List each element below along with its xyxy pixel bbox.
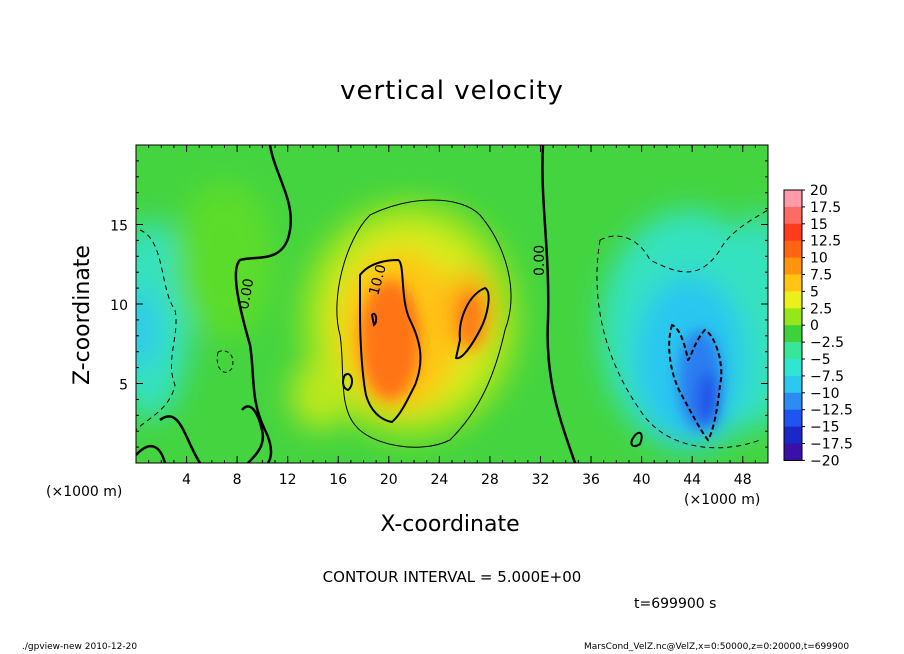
x-axis-label: X-coordinate xyxy=(380,512,520,537)
y-tick-label-5: 5 xyxy=(119,378,128,394)
colorbar-label-8: 0 xyxy=(810,318,819,334)
x-tick-label-40: 40 xyxy=(633,472,651,488)
colorbar-segment-12 xyxy=(784,392,802,411)
x-tick-label-32: 32 xyxy=(532,472,550,488)
x-units-left: (×1000 m) xyxy=(46,484,123,500)
x-tick-label-48: 48 xyxy=(734,472,752,488)
colorbar: 2017.51512.5107.552.50−2.5−5−7.5−10−12.5… xyxy=(783,183,853,469)
colorbar-label-16: −20 xyxy=(810,453,840,469)
x-tick-label-20: 20 xyxy=(380,472,398,488)
colorbar-label-11: −7.5 xyxy=(810,369,844,385)
colorbar-segment-9 xyxy=(784,342,802,360)
colorbar-label-14: −15 xyxy=(810,420,840,436)
y-tick-label-10: 10 xyxy=(110,298,128,314)
colorbar-label-12: −10 xyxy=(810,386,840,402)
colorbar-label-1: 17.5 xyxy=(810,200,841,216)
y-tick-label-15: 15 xyxy=(110,219,128,235)
colorbar-segment-3 xyxy=(784,240,802,259)
colorbar-label-0: 20 xyxy=(810,183,828,199)
x-tick-label-4: 4 xyxy=(182,472,191,488)
colorbar-segment-0 xyxy=(784,190,802,208)
colorbar-segment-11 xyxy=(784,375,802,394)
colorbar-segment-13 xyxy=(784,409,802,428)
colorbar-label-9: −2.5 xyxy=(810,335,844,351)
x-tick-label-44: 44 xyxy=(683,472,701,488)
colorbar-segment-8 xyxy=(784,325,802,343)
contour-label-center: 10.0 xyxy=(366,263,390,297)
colorbar-label-4: 10 xyxy=(810,251,828,267)
chart-title: vertical velocity xyxy=(340,76,564,106)
colorbar-label-2: 15 xyxy=(810,217,828,233)
contour-label-right: 0.00 xyxy=(532,245,548,276)
colorbar-segment-15 xyxy=(784,443,802,461)
colorbar-label-15: −17.5 xyxy=(810,437,853,453)
x-tick-label-28: 28 xyxy=(481,472,499,488)
footer-left: ./gpview-new 2010-12-20 xyxy=(22,642,138,652)
x-tick-label-8: 8 xyxy=(233,472,242,488)
heatmap-field xyxy=(136,145,768,463)
colorbar-segment-1 xyxy=(784,206,802,225)
y-axis-label: Z-coordinate xyxy=(70,245,95,385)
colorbar-segment-5 xyxy=(784,274,802,292)
x-tick-label-16: 16 xyxy=(329,472,347,488)
colorbar-label-10: −5 xyxy=(810,352,831,368)
colorbar-label-5: 7.5 xyxy=(810,268,832,284)
colorbar-segment-4 xyxy=(784,257,802,275)
colorbar-label-3: 12.5 xyxy=(810,234,841,250)
colorbar-label-6: 5 xyxy=(810,284,819,300)
y-axis-label-wrap: Z-coordinate xyxy=(70,245,95,386)
colorbar-segment-6 xyxy=(784,291,802,309)
colorbar-segment-10 xyxy=(784,359,802,377)
colorbar-segment-2 xyxy=(784,223,802,242)
time-label: t=699900 s xyxy=(634,596,717,612)
colorbar-segment-14 xyxy=(784,426,802,444)
colorbar-label-13: −12.5 xyxy=(810,403,853,419)
x-units-right: (×1000 m) xyxy=(684,492,761,508)
x-tick-label-36: 36 xyxy=(582,472,600,488)
colorbar-segment-7 xyxy=(784,308,802,326)
x-tick-label-24: 24 xyxy=(430,472,448,488)
contour-lines xyxy=(136,145,768,463)
colorbar-label-7: 2.5 xyxy=(810,301,832,317)
x-tick-label-12: 12 xyxy=(279,472,297,488)
footer-right: MarsCond_VelZ.nc@VelZ,x=0:50000,z=0:2000… xyxy=(584,642,850,652)
contour-interval: CONTOUR INTERVAL = 5.000E+00 xyxy=(322,568,582,586)
contour-label-left: 0.00 xyxy=(236,277,257,310)
